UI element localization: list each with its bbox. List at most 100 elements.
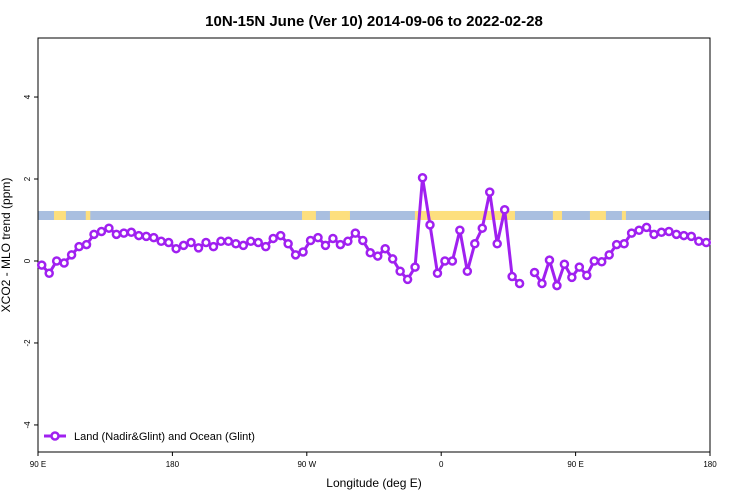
point [529,267,540,278]
point [320,240,331,251]
x-tick-label: 90 E [30,460,46,469]
point [290,250,301,260]
point [649,229,659,240]
point [66,250,77,260]
point [313,232,323,243]
point [44,268,54,279]
point [537,278,547,289]
point [201,237,211,248]
y-tick-label: 2 [23,176,32,181]
plot-frame [37,37,711,453]
point [111,229,122,240]
point [268,233,278,244]
point [514,278,525,289]
point [148,232,159,243]
point [447,256,458,266]
band [38,210,710,220]
point [477,223,488,233]
y-tick-label: 4 [23,94,32,99]
point [134,230,144,241]
point [626,228,637,238]
point [470,239,480,249]
y-tick-label: -4 [23,421,32,429]
land-span [329,210,350,220]
point [74,241,84,252]
land-span [414,210,515,220]
point [89,229,99,240]
x-tick-label: 180 [166,460,180,469]
point [36,260,47,270]
point [275,230,286,241]
point [656,227,667,238]
land-span [589,210,606,220]
point [410,262,420,272]
point [350,228,361,238]
land-span [85,210,91,220]
point [231,239,241,249]
point [589,256,600,266]
point [358,235,368,246]
point [216,236,226,247]
point [462,266,473,276]
point [298,247,308,257]
x-tick-label: 90 E [567,460,583,469]
point [574,262,585,272]
point [679,230,689,241]
point [634,225,644,235]
point [163,237,174,248]
point [126,227,137,238]
land-span [53,210,66,220]
point [544,255,555,265]
point [440,256,450,266]
point [387,254,398,264]
x-tick-label: 180 [703,460,717,469]
point [455,225,465,235]
point [492,239,502,249]
point [694,236,704,247]
legend-marker [50,431,60,441]
point [559,259,570,270]
y-tick-label: 0 [23,258,32,263]
point [119,228,129,238]
point [283,239,293,249]
point [611,239,622,250]
point [664,226,674,237]
point [552,280,562,291]
point [499,204,510,215]
point [619,239,629,249]
point [596,257,607,267]
point [96,226,107,237]
point [51,256,62,266]
x-tick-label: 0 [439,460,444,469]
point [335,239,346,250]
point [567,272,577,283]
point [193,243,204,253]
point [253,237,264,248]
point [686,231,697,242]
point [365,248,376,258]
point [171,243,181,254]
point [417,173,428,183]
point [223,236,234,247]
y-tick-label: -2 [23,339,32,347]
point [432,268,443,279]
point [701,237,712,248]
point [208,241,219,252]
point [641,222,652,233]
y-axis-label: XCO2 - MLO trend (ppm) [0,178,13,313]
land-span [621,210,626,220]
point [604,250,614,260]
point [238,240,249,251]
point [425,220,435,230]
point [186,237,196,248]
point [246,236,256,247]
point [671,229,682,240]
x-axis-label: Longitude (deg E) [326,476,421,490]
legend-label: Land (Nadir&Glint) and Ocean (Glint) [74,431,255,443]
point [178,240,189,251]
point [395,266,405,276]
point [141,231,152,242]
point [380,243,390,254]
point [305,235,316,246]
